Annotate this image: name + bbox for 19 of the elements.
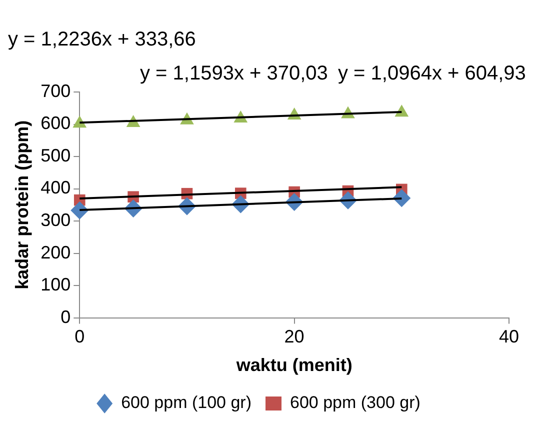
y-tick-label: 100 [40, 274, 71, 295]
y-tick-label: 500 [40, 145, 71, 166]
text: y = 1,0964x + 604,93 [338, 62, 526, 85]
y-tick-label: 700 [40, 80, 71, 101]
y-tick-label: 200 [40, 242, 71, 262]
x-tick-label: 40 [498, 326, 520, 347]
y-tick-label: 300 [40, 210, 71, 230]
y-axis-title: kadar protein (ppm) [12, 120, 32, 290]
text: y = 1,2236x + 333,66 [8, 28, 196, 51]
y-tick-label: 400 [40, 178, 71, 198]
y-tick-label: 600 [40, 113, 71, 134]
text: y = 1,1593x + 370,03 [140, 62, 328, 85]
x-tick-label: 0 [74, 326, 85, 347]
legend-label: 600 ppm (100 gr) [121, 393, 252, 412]
x-axis-title: waktu (menit) [235, 355, 352, 376]
point [72, 116, 87, 128]
x-tick-label: 20 [284, 326, 304, 347]
legend-label: 600 ppm (300 gr) [290, 393, 420, 412]
y-tick-label: 0 [60, 306, 71, 327]
